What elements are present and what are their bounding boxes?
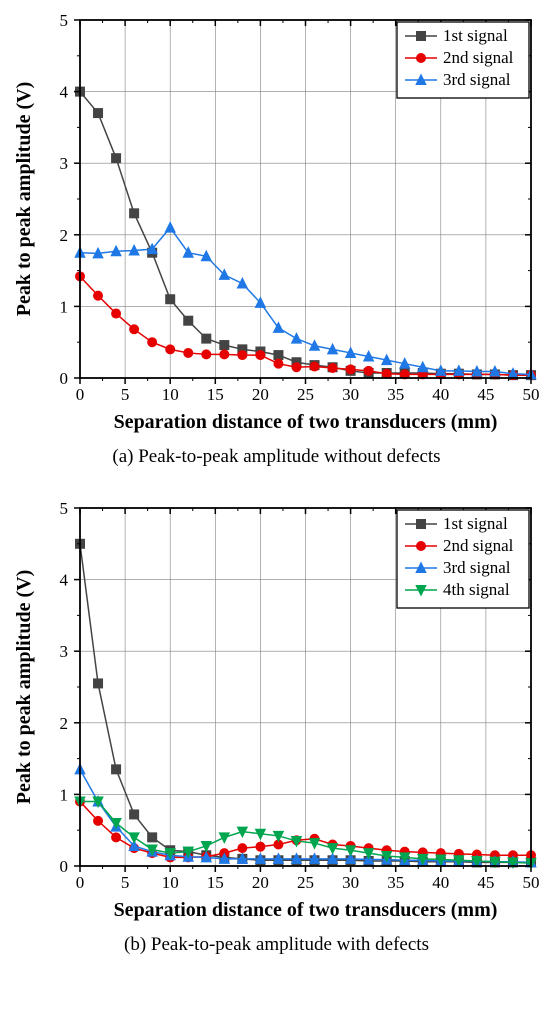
chart-a: 05101520253035404550012345Separation dis…	[10, 10, 543, 440]
svg-text:45: 45	[477, 385, 494, 404]
svg-text:0: 0	[60, 857, 69, 876]
svg-text:Peak to peak amplitude (V): Peak to peak amplitude (V)	[13, 570, 35, 804]
svg-text:45: 45	[477, 873, 494, 892]
svg-text:4: 4	[60, 83, 69, 102]
caption-a: (a) Peak-to-peak amplitude without defec…	[10, 446, 543, 468]
chart-b-panel: 05101520253035404550012345Separation dis…	[10, 498, 543, 956]
svg-text:35: 35	[387, 385, 404, 404]
svg-text:40: 40	[432, 385, 449, 404]
svg-text:50: 50	[523, 873, 540, 892]
svg-text:20: 20	[252, 385, 269, 404]
svg-text:0: 0	[60, 369, 69, 388]
svg-text:5: 5	[60, 499, 69, 518]
svg-text:40: 40	[432, 873, 449, 892]
svg-text:0: 0	[76, 385, 85, 404]
chart-b: 05101520253035404550012345Separation dis…	[10, 498, 543, 928]
svg-text:5: 5	[121, 385, 130, 404]
svg-text:4th signal: 4th signal	[443, 580, 510, 599]
svg-text:25: 25	[297, 385, 314, 404]
svg-text:1st signal: 1st signal	[443, 514, 508, 533]
svg-text:5: 5	[60, 11, 69, 30]
svg-text:3rd signal: 3rd signal	[443, 70, 511, 89]
svg-text:25: 25	[297, 873, 314, 892]
svg-text:4: 4	[60, 571, 69, 590]
svg-text:1st signal: 1st signal	[443, 26, 508, 45]
svg-text:20: 20	[252, 873, 269, 892]
svg-text:3rd signal: 3rd signal	[443, 558, 511, 577]
svg-text:15: 15	[207, 873, 224, 892]
svg-text:2: 2	[60, 714, 69, 733]
svg-text:30: 30	[342, 873, 359, 892]
svg-text:5: 5	[121, 873, 130, 892]
svg-text:3: 3	[60, 154, 69, 173]
svg-text:Separation distance of two tra: Separation distance of two transducers (…	[114, 899, 498, 921]
svg-text:1: 1	[60, 785, 69, 804]
caption-b: (b) Peak-to-peak amplitude with defects	[10, 934, 543, 956]
svg-text:30: 30	[342, 385, 359, 404]
svg-text:2nd signal: 2nd signal	[443, 536, 514, 555]
svg-text:3: 3	[60, 642, 69, 661]
svg-text:10: 10	[162, 873, 179, 892]
svg-text:2nd signal: 2nd signal	[443, 48, 514, 67]
chart-a-panel: 05101520253035404550012345Separation dis…	[10, 10, 543, 468]
svg-text:Separation distance of two tra: Separation distance of two transducers (…	[114, 411, 498, 433]
svg-text:Peak to peak amplitude (V): Peak to peak amplitude (V)	[13, 82, 35, 316]
svg-text:15: 15	[207, 385, 224, 404]
svg-text:35: 35	[387, 873, 404, 892]
svg-text:50: 50	[523, 385, 540, 404]
svg-text:10: 10	[162, 385, 179, 404]
svg-text:0: 0	[76, 873, 85, 892]
svg-text:2: 2	[60, 226, 69, 245]
svg-text:1: 1	[60, 297, 69, 316]
